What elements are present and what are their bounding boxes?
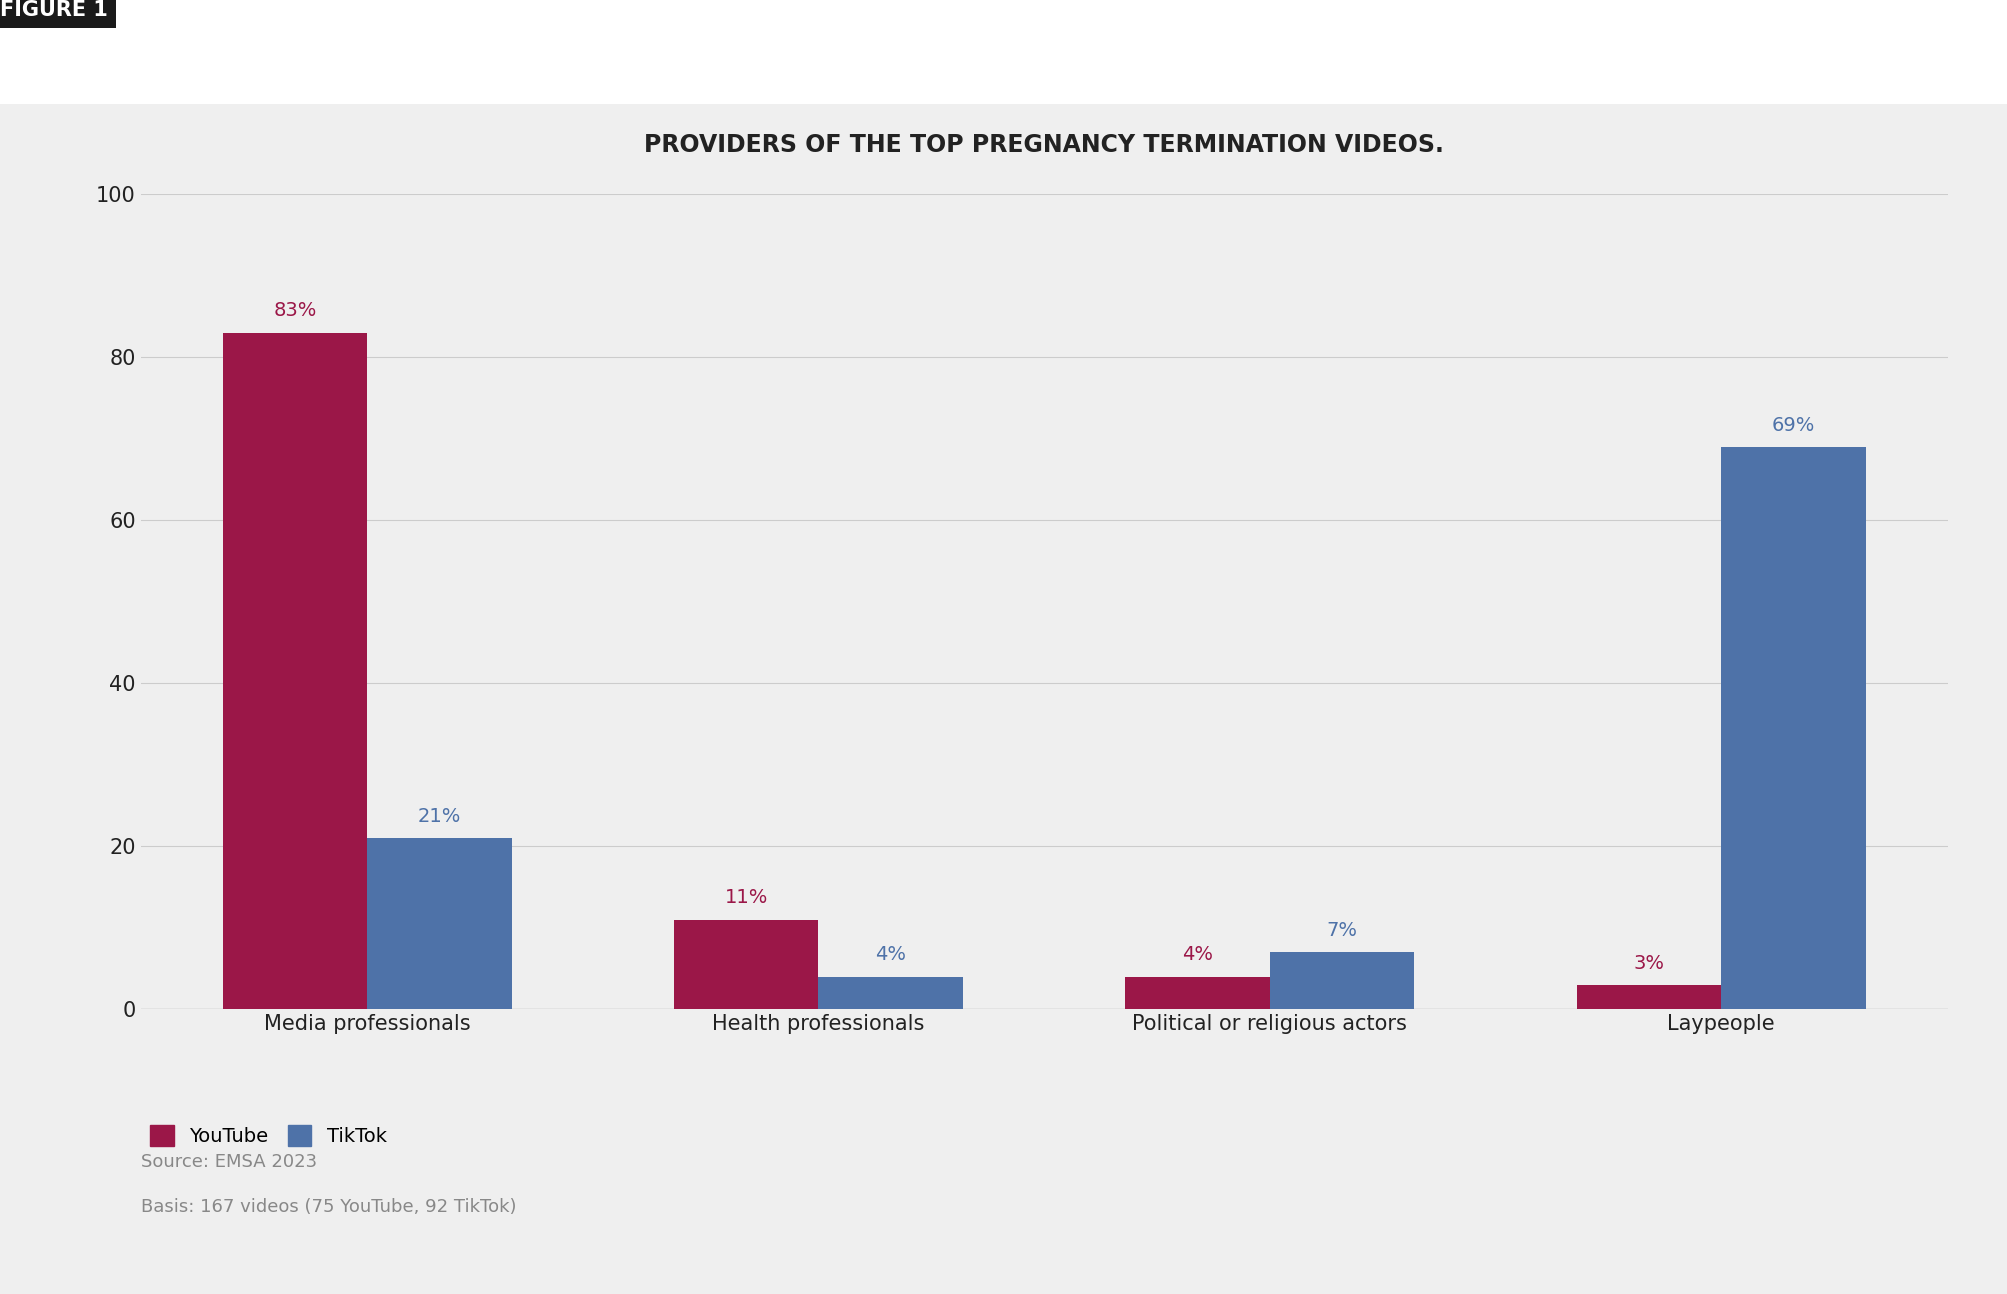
Bar (1575, 985, 1720, 1009)
Bar (819, 977, 963, 1009)
Bar (223, 333, 367, 1009)
Text: FIGURE 1: FIGURE 1 (0, 0, 108, 19)
Bar (1124, 977, 1268, 1009)
Text: 4%: 4% (875, 946, 905, 964)
Bar (367, 839, 512, 1009)
Text: 83%: 83% (273, 302, 317, 321)
Text: Basis: 167 videos (75 YouTube, 92 TikTok): Basis: 167 videos (75 YouTube, 92 TikTok… (140, 1198, 516, 1216)
Bar (1268, 952, 1413, 1009)
Legend: YouTube, TikTok: YouTube, TikTok (151, 1124, 387, 1146)
Bar (674, 920, 819, 1009)
Text: 4%: 4% (1182, 946, 1212, 964)
Text: 11%: 11% (725, 889, 767, 907)
Text: 21%: 21% (417, 807, 462, 826)
Title: PROVIDERS OF THE TOP PREGNANCY TERMINATION VIDEOS.: PROVIDERS OF THE TOP PREGNANCY TERMINATI… (644, 133, 1443, 158)
Bar (1720, 446, 1865, 1009)
Text: 7%: 7% (1327, 921, 1357, 939)
Text: 69%: 69% (1770, 415, 1814, 435)
Text: Source: EMSA 2023: Source: EMSA 2023 (140, 1153, 317, 1171)
Text: 3%: 3% (1632, 954, 1664, 973)
